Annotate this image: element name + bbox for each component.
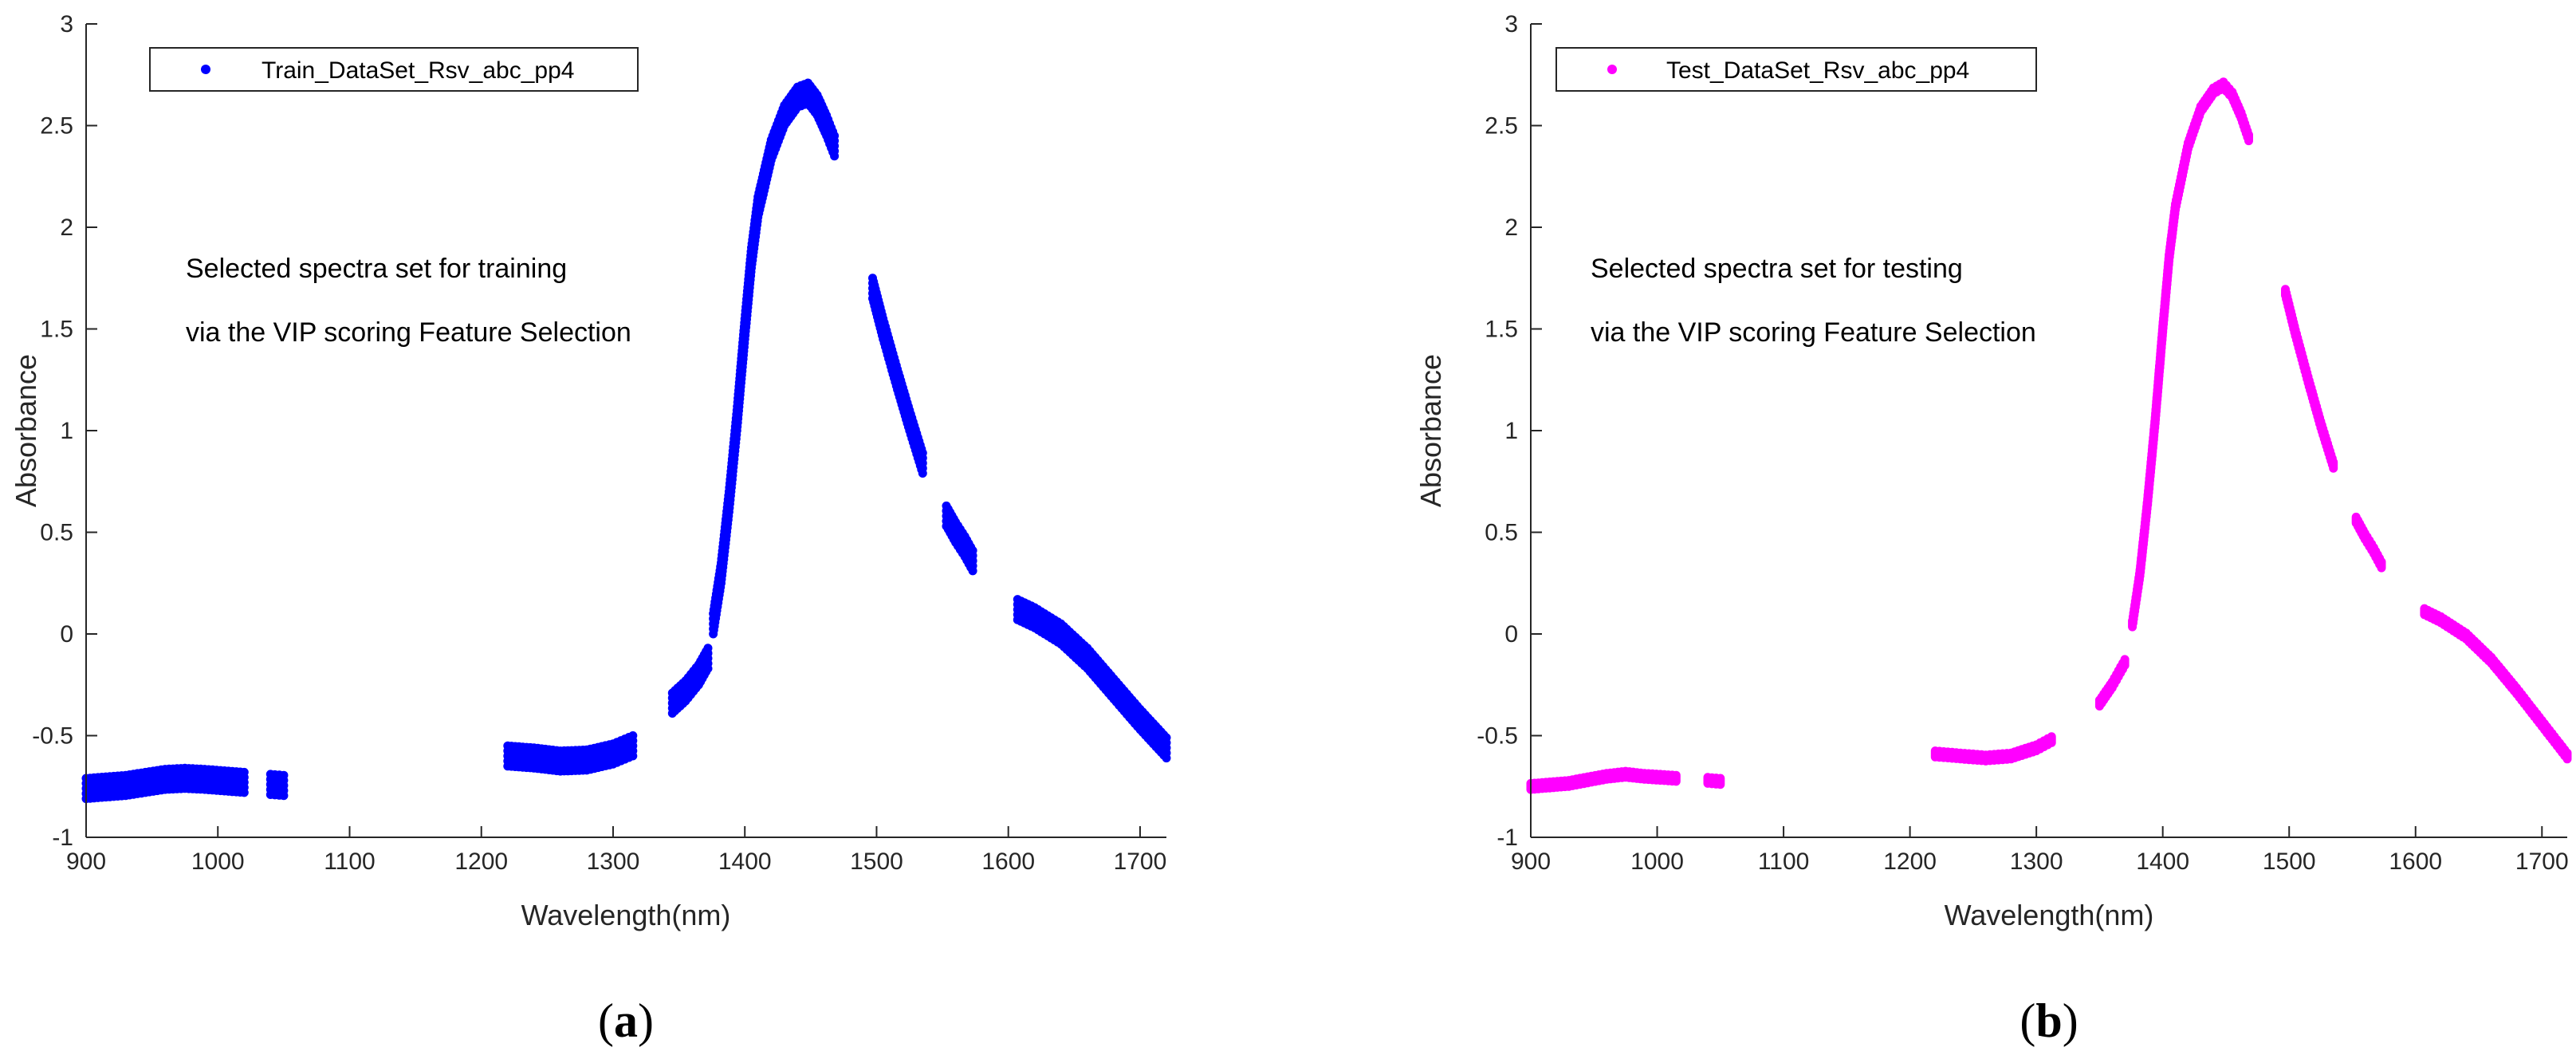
x-tick-label: 1300 — [2010, 848, 2063, 875]
data-point — [2562, 748, 2572, 758]
x-tick-label: 1400 — [2136, 848, 2189, 875]
x-tick-label: 1600 — [981, 848, 1035, 875]
x-tick-label: 1600 — [2389, 848, 2442, 875]
legend-label: Test_DataSet_Rsv_abc_pp4 — [1666, 57, 1969, 84]
y-axis-label: Absorbance — [1414, 354, 1447, 507]
y-tick-label: 1 — [60, 418, 73, 444]
x-tick-label: 1500 — [850, 848, 903, 875]
y-tick-label: 3 — [1504, 11, 1518, 37]
y-tick-label: 0 — [1504, 621, 1518, 648]
annotation-line-2: via the VIP scoring Feature Selection — [1591, 317, 2036, 348]
y-tick-label: 1.5 — [40, 317, 73, 343]
legend: Test_DataSet_Rsv_abc_pp4 — [1555, 47, 2037, 92]
y-tick-label: 1 — [1504, 418, 1518, 444]
y-tick-label: 3 — [60, 11, 73, 37]
data-points — [1526, 77, 2572, 794]
data-point — [628, 731, 638, 740]
y-tick-label: 0.5 — [1485, 520, 1518, 546]
data-point — [2329, 458, 2338, 467]
legend-label: Train_DataSet_Rsv_abc_pp4 — [262, 57, 574, 84]
data-point — [2120, 655, 2130, 664]
y-tick-label: 2 — [60, 215, 73, 241]
legend-box — [1555, 47, 2037, 92]
panel-letter: b — [2035, 994, 2062, 1047]
data-point — [1162, 733, 1171, 742]
x-tick-label: 900 — [1511, 848, 1551, 875]
data-point — [2377, 557, 2386, 566]
x-tick-label: 1100 — [324, 848, 376, 875]
x-tick-label: 900 — [66, 848, 106, 875]
x-tick-label: 1000 — [1630, 848, 1684, 875]
x-tick-label: 1200 — [454, 848, 508, 875]
legend-marker — [201, 65, 210, 74]
legend-marker — [1607, 65, 1617, 74]
x-tick-label: 1300 — [587, 848, 640, 875]
y-tick-label: 0.5 — [40, 520, 73, 546]
plot-background — [1531, 24, 2567, 837]
y-tick-label: -0.5 — [1477, 723, 1518, 750]
axes: 900 1000 1100 1200 1300 1400 1500 1600 1700 -1 -0.… — [1477, 11, 2568, 875]
x-tick-label: 1400 — [718, 848, 772, 875]
data-point — [830, 131, 840, 140]
x-tick-label: 1100 — [1758, 848, 1810, 875]
x-tick-label: 1700 — [1114, 848, 1167, 875]
y-tick-label: 0 — [60, 621, 73, 648]
data-point — [1716, 774, 1725, 783]
x-tick-label: 1000 — [191, 848, 245, 875]
y-tick-label: -0.5 — [32, 723, 73, 750]
data-point — [279, 770, 289, 780]
y-axis-label: Absorbance — [10, 354, 42, 507]
data-point — [968, 545, 977, 555]
axes: 900 1000 1100 1200 1300 1400 1500 1600 1700 -1 -0.… — [32, 11, 1166, 875]
data-point — [1671, 770, 1681, 780]
y-tick-label: 1.5 — [1485, 317, 1518, 343]
data-points — [81, 78, 1171, 804]
panel-label: (b) — [2020, 994, 2078, 1047]
data-point — [239, 767, 249, 777]
annotation-line-1: Selected spectra set for training — [186, 254, 567, 284]
x-axis-label: Wavelength(nm) — [1945, 899, 2154, 931]
annotation-line-1: Selected spectra set for testing — [1591, 254, 1963, 284]
data-point — [2047, 732, 2056, 742]
annotation-line-2: via the VIP scoring Feature Selection — [186, 317, 631, 348]
y-tick-label: 2 — [1504, 215, 1518, 241]
y-tick-label: 2.5 — [40, 113, 73, 140]
x-tick-label: 1200 — [1883, 848, 1937, 875]
chart-panel-a: 900 1000 1100 1200 1300 1400 1500 1600 1700 -1 -0.… — [10, 11, 1171, 1047]
x-tick-label: 1700 — [2515, 848, 2569, 875]
x-tick-label: 1500 — [2263, 848, 2316, 875]
data-point — [918, 448, 927, 458]
panel-letter: a — [614, 994, 638, 1047]
panel-label: (a) — [598, 994, 654, 1047]
legend-box — [149, 47, 639, 92]
y-tick-label: 2.5 — [1485, 113, 1518, 140]
y-tick-label: -1 — [1496, 825, 1518, 851]
chart-panel-b: 900 1000 1100 1200 1300 1400 1500 1600 1700 -1 -0.… — [1414, 11, 2572, 1047]
data-point — [703, 644, 713, 653]
x-axis-label: Wavelength(nm) — [521, 899, 731, 931]
data-point — [2244, 130, 2253, 140]
legend: Train_DataSet_Rsv_abc_pp4 — [149, 47, 639, 92]
plot-background — [86, 24, 1166, 837]
y-tick-label: -1 — [52, 825, 73, 851]
